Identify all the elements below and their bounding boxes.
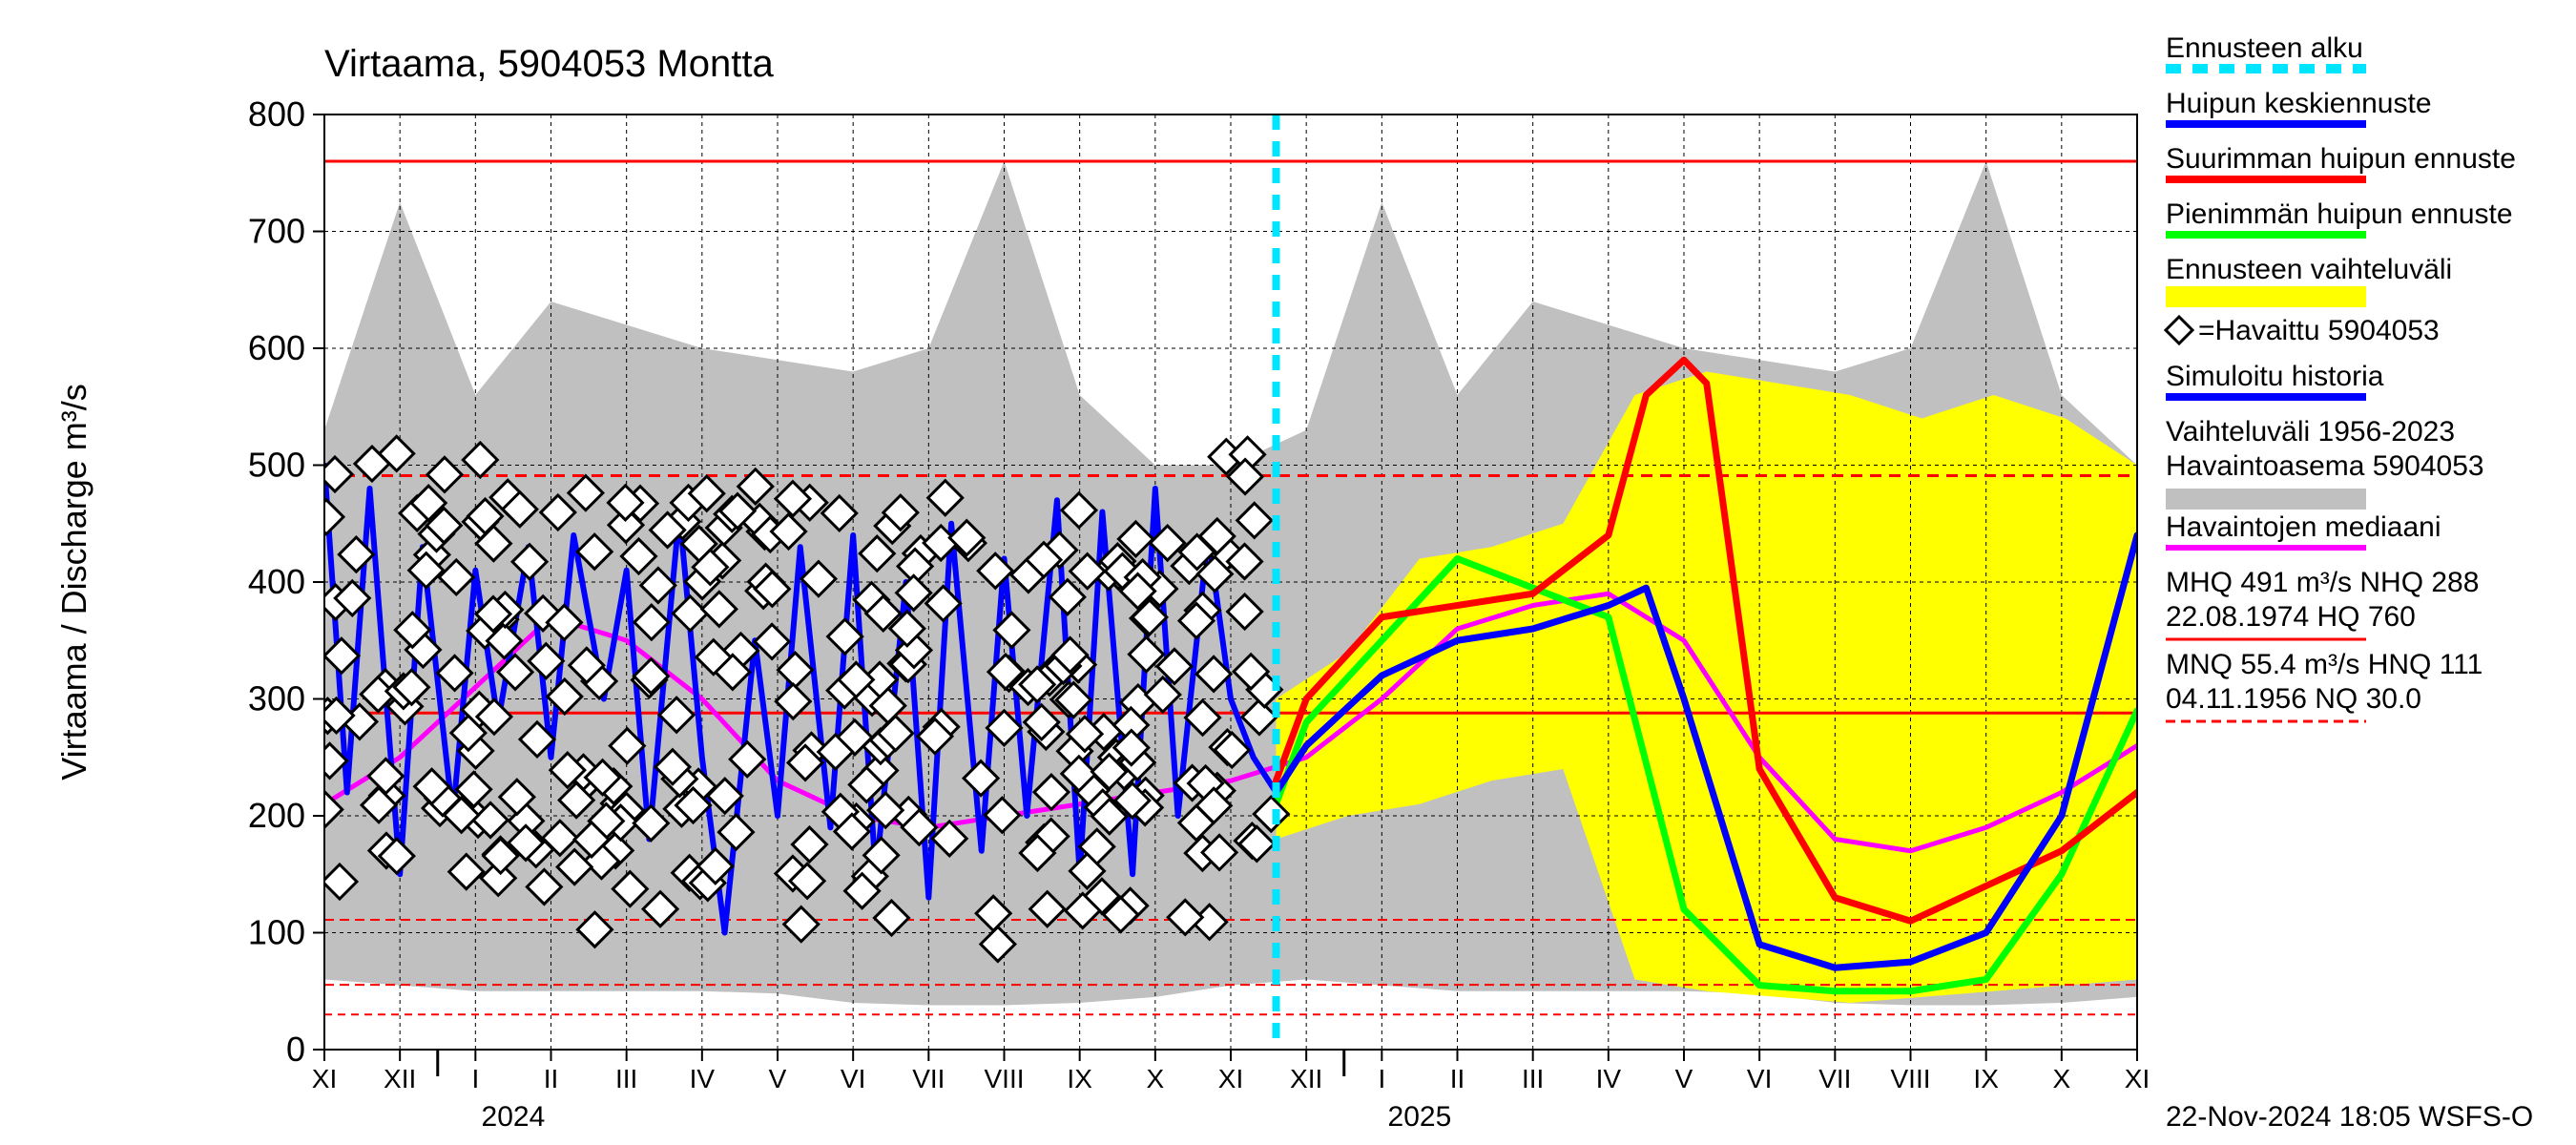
xtick-month-label: VI (841, 1064, 865, 1093)
xtick-year-label: 2024 (482, 1101, 546, 1133)
xtick-month-label: IX (1973, 1064, 1999, 1093)
legend-text: MNQ 55.4 m³/s HNQ 111 (2166, 649, 2483, 680)
legend-label: Pienimmän huipun ennuste (2166, 198, 2513, 230)
xtick-month-label: II (544, 1064, 559, 1093)
legend-text: 22.08.1974 HQ 760 (2166, 601, 2416, 633)
legend-text: Havaintoasema 5904053 (2166, 450, 2484, 482)
xtick-month-label: XII (384, 1064, 416, 1093)
y-axis-label: Virtaama / Discharge m³/s (54, 384, 93, 780)
ytick-label: 200 (248, 796, 305, 835)
xtick-month-label: VI (1747, 1064, 1772, 1093)
legend-band-sample (2166, 286, 2366, 307)
xtick-month-label: IX (1067, 1064, 1092, 1093)
xtick-year-label: 2025 (1388, 1101, 1452, 1133)
ytick-label: 0 (286, 1030, 305, 1069)
ytick-label: 500 (248, 446, 305, 485)
xtick-month-label: IV (690, 1064, 716, 1093)
xtick-month-label: III (1522, 1064, 1544, 1093)
legend-label: Ennusteen vaihteluväli (2166, 254, 2452, 285)
xtick-month-label: I (1378, 1064, 1385, 1093)
ytick-label: 100 (248, 913, 305, 952)
legend-label: Ennusteen alku (2166, 32, 2363, 64)
xtick-month-label: XI (312, 1064, 337, 1093)
legend-text: MHQ 491 m³/s NHQ 288 (2166, 567, 2479, 598)
ytick-label: 800 (248, 94, 305, 134)
xtick-month-label: XII (1290, 1064, 1322, 1093)
xtick-month-label: IV (1596, 1064, 1622, 1093)
legend-label: Suurimman huipun ennuste (2166, 143, 2516, 175)
xtick-month-label: V (1675, 1064, 1693, 1093)
xtick-month-label: III (615, 1064, 637, 1093)
xtick-month-label: VIII (984, 1064, 1024, 1093)
ytick-label: 300 (248, 679, 305, 718)
legend-band-sample (2166, 489, 2366, 510)
discharge-forecast-chart: 0100200300400500600700800XIXIIIIIIIIIVVV… (0, 0, 2576, 1145)
xtick-month-label: VII (1818, 1064, 1851, 1093)
ytick-label: 700 (248, 212, 305, 251)
xtick-month-label: X (1146, 1064, 1164, 1093)
legend-label: Huipun keskiennuste (2166, 88, 2432, 119)
ytick-label: 400 (248, 562, 305, 601)
legend-label: Simuloitu historia (2166, 361, 2384, 392)
xtick-month-label: XI (2125, 1064, 2150, 1093)
xtick-month-label: V (769, 1064, 787, 1093)
footer-timestamp: 22-Nov-2024 18:05 WSFS-O (2166, 1101, 2533, 1133)
xtick-month-label: VIII (1890, 1064, 1930, 1093)
chart-title: Virtaama, 5904053 Montta (324, 43, 774, 85)
xtick-month-label: VII (912, 1064, 945, 1093)
xtick-month-label: II (1450, 1064, 1465, 1093)
legend-text: 04.11.1956 NQ 30.0 (2166, 683, 2421, 715)
legend-label: Havaintojen mediaani (2166, 511, 2441, 543)
ytick-label: 600 (248, 328, 305, 367)
legend-text: Vaihteluväli 1956-2023 (2166, 416, 2455, 448)
xtick-month-label: XI (1218, 1064, 1243, 1093)
xtick-month-label: X (2052, 1064, 2070, 1093)
xtick-month-label: I (471, 1064, 479, 1093)
legend-label: =Havaittu 5904053 (2198, 315, 2440, 346)
